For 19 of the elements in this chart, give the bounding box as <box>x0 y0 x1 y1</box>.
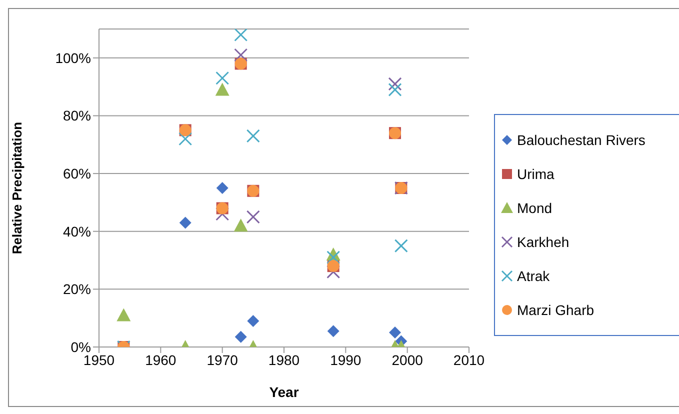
x-tick-label: 1990 <box>330 352 362 368</box>
y-tick-label: 100% <box>55 50 91 66</box>
y-axis-title: Relative Precipitation <box>10 122 25 254</box>
legend-label: Atrak <box>517 268 550 284</box>
legend-label: Karkheh <box>517 234 570 250</box>
x-axis-title: Year <box>269 384 300 400</box>
y-tick-label: 60% <box>62 166 91 182</box>
y-tick-label: 20% <box>62 281 91 298</box>
y-tick-label: 40% <box>62 223 91 240</box>
x-tick-label: 1960 <box>145 352 176 368</box>
x-tick-label: 1970 <box>206 352 238 368</box>
x-tick-label: 1980 <box>268 352 300 368</box>
legend-label: Urima <box>517 166 554 182</box>
legend-label: Balouchestan Rivers <box>517 132 646 148</box>
x-tick-label: 2010 <box>453 352 485 368</box>
x-tick-label: 2000 <box>392 352 424 368</box>
y-tick-label: 80% <box>62 108 91 124</box>
legend-label: Marzi Gharb <box>517 302 594 318</box>
legend-label: Mond <box>517 200 552 216</box>
